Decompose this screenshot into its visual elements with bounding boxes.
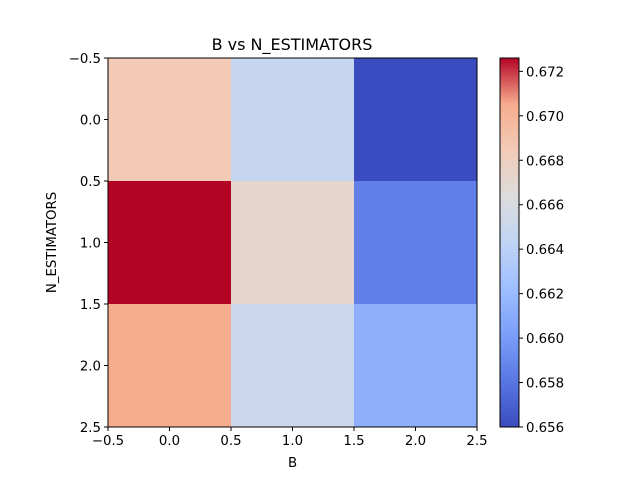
heatmap-cell bbox=[231, 181, 354, 304]
x-tick-label: 1.0 bbox=[282, 434, 303, 449]
heatmap-cell bbox=[108, 304, 231, 427]
colorbar-tick-label: 0.668 bbox=[526, 154, 564, 169]
y-axis-ticks: −0.5 0.0 0.5 1.0 1.5 2.0 2.5 bbox=[69, 52, 108, 436]
heatmap-cell bbox=[231, 58, 354, 181]
x-tick-label: 0.0 bbox=[159, 434, 180, 449]
heatmap-cells bbox=[108, 58, 477, 427]
colorbar-tick-label: 0.660 bbox=[526, 332, 564, 347]
heatmap-cell bbox=[108, 58, 231, 181]
colorbar-ticks: 0.656 0.658 0.660 0.662 0.664 0.666 0.668 0.670… bbox=[519, 65, 564, 436]
heatmap-cell bbox=[231, 304, 354, 427]
colorbar-tick-label: 0.666 bbox=[526, 199, 564, 214]
heatmap-cell bbox=[354, 58, 477, 181]
y-tick-label: 2.5 bbox=[80, 421, 101, 436]
colorbar-tick-label: 0.670 bbox=[526, 110, 564, 125]
y-tick-label: 1.5 bbox=[80, 298, 101, 313]
heatmap-cell bbox=[354, 181, 477, 304]
y-tick-label: −0.5 bbox=[69, 52, 101, 67]
chart-title: B vs N_ESTIMATORS bbox=[212, 35, 373, 55]
y-tick-label: 1.0 bbox=[80, 237, 101, 252]
colorbar-tick-label: 0.662 bbox=[526, 288, 564, 303]
colorbar-tick-label: 0.658 bbox=[526, 377, 564, 392]
heatmap-cell bbox=[354, 304, 477, 427]
y-tick-label: 0.0 bbox=[80, 114, 101, 129]
x-axis-ticks: −0.5 0.0 0.5 1.0 1.5 2.0 2.5 bbox=[92, 427, 488, 449]
y-tick-label: 0.5 bbox=[80, 175, 101, 190]
colorbar-tick-label: 0.664 bbox=[526, 243, 564, 258]
colorbar bbox=[499, 57, 520, 428]
x-tick-label: 2.0 bbox=[405, 434, 426, 449]
x-tick-label: 2.5 bbox=[466, 434, 487, 449]
heatmap-cell bbox=[108, 181, 231, 304]
x-tick-label: 1.5 bbox=[343, 434, 364, 449]
x-tick-label: 0.5 bbox=[220, 434, 241, 449]
colorbar-tick-label: 0.656 bbox=[526, 421, 564, 436]
y-axis-label: N_ESTIMATORS bbox=[45, 192, 60, 293]
x-axis-label: B bbox=[288, 456, 297, 471]
colorbar-tick-label: 0.672 bbox=[526, 65, 564, 80]
y-tick-label: 2.0 bbox=[80, 360, 101, 375]
x-tick-label: −0.5 bbox=[92, 434, 124, 449]
